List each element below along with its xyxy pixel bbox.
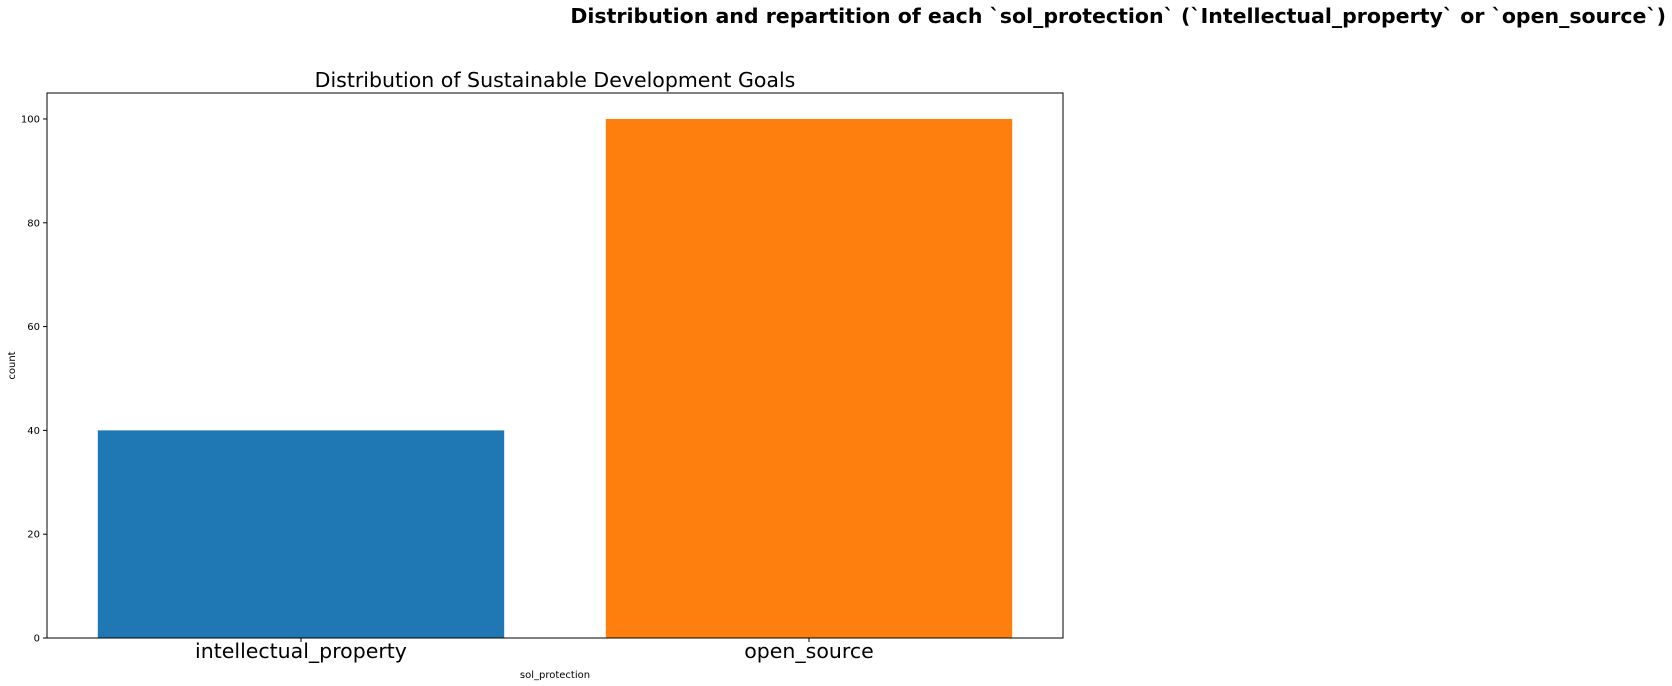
plot-frame	[46, 92, 1064, 639]
bar-intellectual-property	[97, 430, 505, 638]
chart-title: Distribution of Sustainable Development …	[315, 68, 796, 92]
y-tick-label: 0	[34, 634, 40, 645]
y-tick-label: 40	[27, 426, 40, 437]
bar-open-source	[605, 118, 1013, 638]
x-tick-label: intellectual_property	[195, 639, 407, 664]
bars-group	[97, 118, 1013, 638]
x-tick-label: open_source	[744, 639, 874, 664]
y-axis: 0 20 40 60 80 100	[21, 114, 47, 645]
y-tick-label: 80	[27, 218, 40, 229]
x-axis: intellectual_property open_source	[195, 638, 874, 664]
y-tick-label: 100	[21, 114, 40, 125]
figure-suptitle: Distribution and repartition of each `so…	[570, 4, 1666, 28]
y-tick-label: 20	[27, 530, 40, 541]
y-tick-label: 60	[27, 322, 40, 333]
x-axis-label: sol_protection	[520, 670, 590, 681]
y-axis-label: count	[7, 351, 18, 379]
